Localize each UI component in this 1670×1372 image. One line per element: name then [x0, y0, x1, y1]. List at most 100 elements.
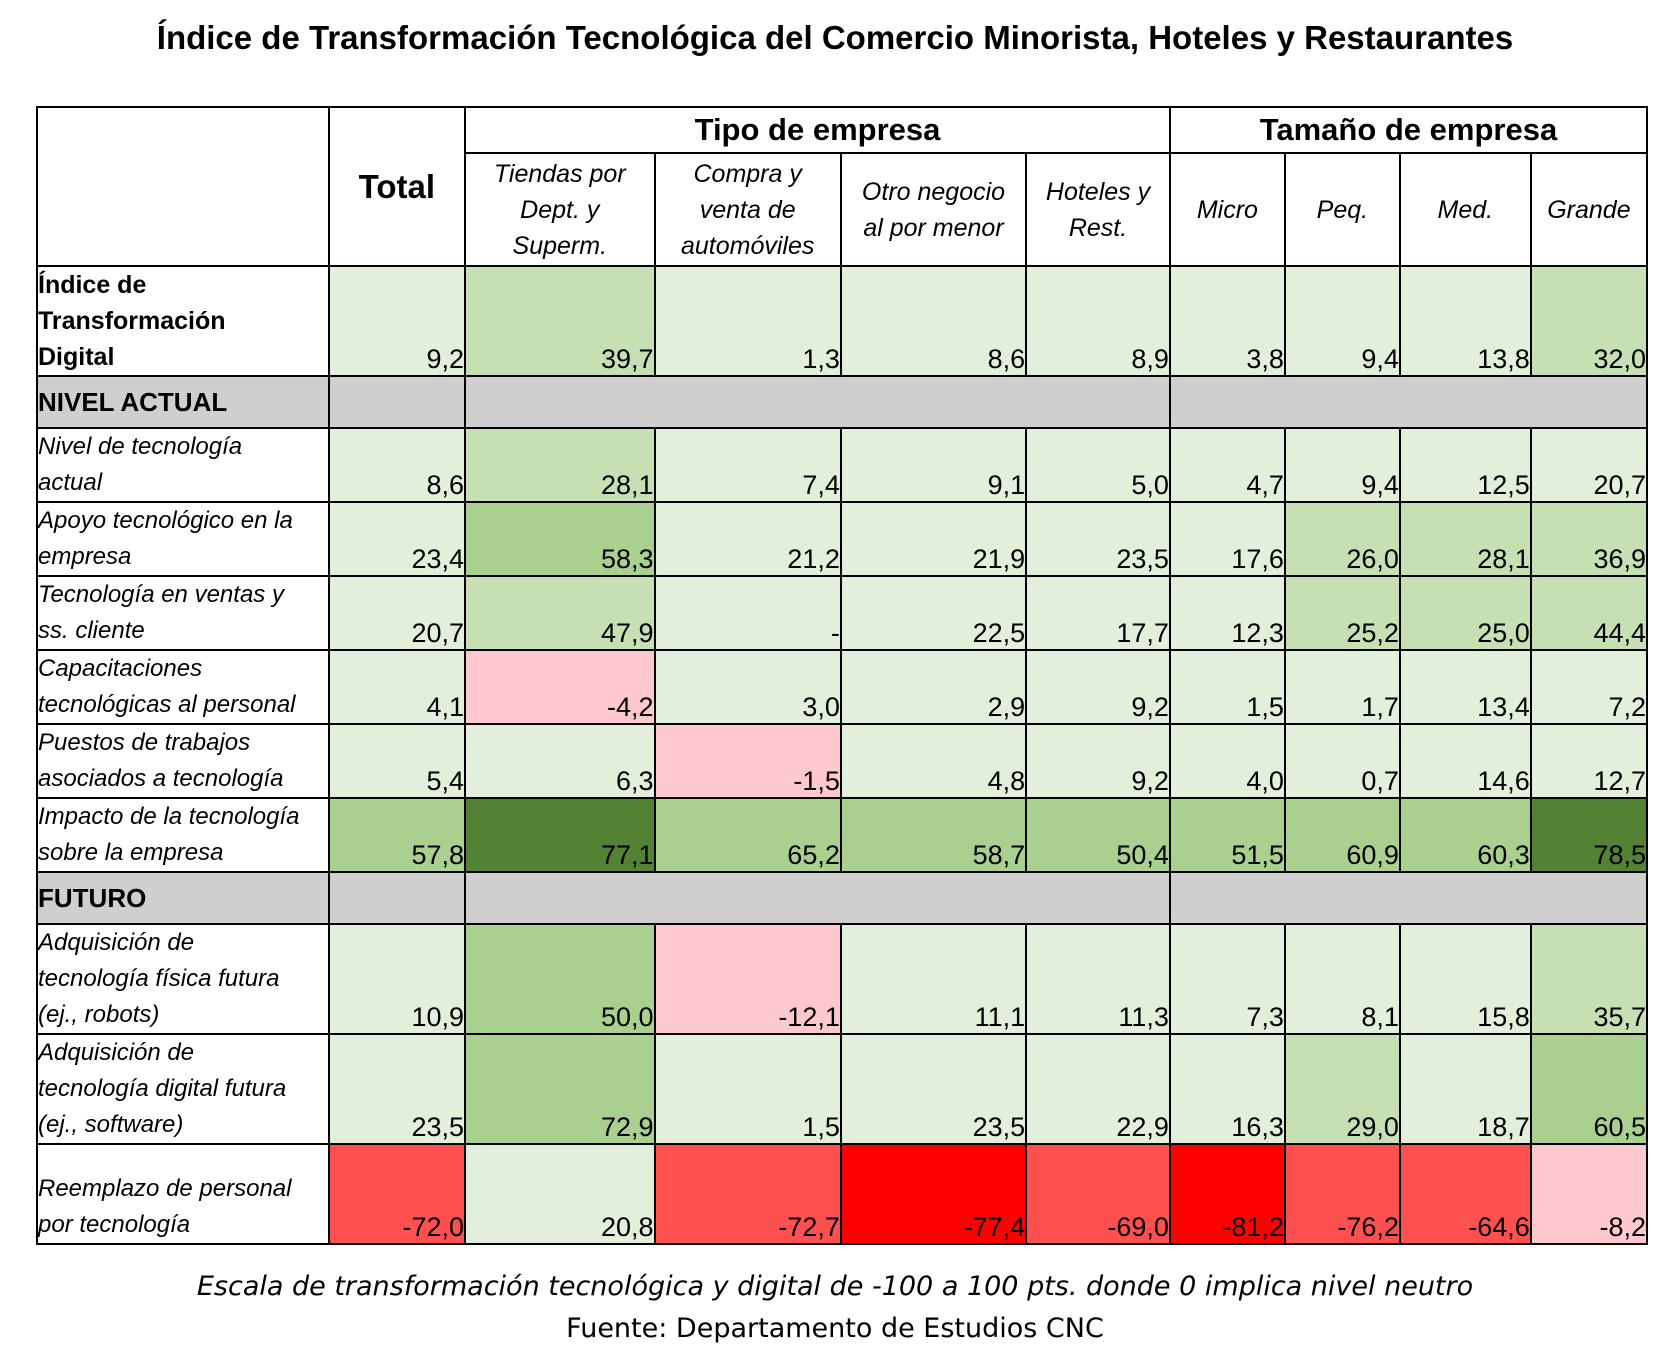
value-cell: 58,7	[839, 797, 1028, 873]
table-row: Nivel de tecnología actual 8,6 28,1 7,4 9,1 5,…	[36, 427, 1649, 503]
table-row: Adquisición de tecnología digital futura (…	[36, 1033, 1649, 1145]
value-cell: 14,6	[1398, 723, 1532, 799]
value-cell: 20,8	[464, 1143, 656, 1245]
value-cell: 8,6	[839, 265, 1028, 377]
value-cell: 12,3	[1168, 575, 1286, 651]
value-cell: 15,8	[1398, 923, 1532, 1035]
row-label: Impacto de la tecnología sobre la empresa	[36, 797, 330, 873]
column-header: Med.	[1398, 152, 1532, 267]
row-label-line: Adquisición de	[38, 1039, 195, 1066]
value-cell: 5,0	[1025, 427, 1171, 503]
row-label-line: Apoyo tecnológico en la	[38, 507, 293, 534]
value-cell: 9,1	[839, 427, 1028, 503]
column-header: Compra y venta de automóviles	[653, 152, 842, 267]
row-label-line: sobre la empresa	[38, 839, 224, 866]
value-cell: 47,9	[464, 575, 656, 651]
value-cell: 25,2	[1283, 575, 1401, 651]
column-header-line: Superm.	[512, 231, 608, 260]
row-label-line: Adquisición de	[38, 929, 195, 956]
value-cell: 1,7	[1283, 649, 1401, 725]
value-cell: 8,6	[327, 427, 467, 503]
row-label-line: asociados a tecnología	[38, 765, 284, 792]
value-cell: 13,8	[1398, 265, 1532, 377]
row-label-line: Transformación	[38, 307, 226, 335]
row-label-line: Capacitaciones	[38, 655, 203, 682]
table-body: Índice de Transformación Digital 9,2 39,7 1,3…	[36, 265, 1649, 1245]
value-cell: 1,5	[653, 1033, 842, 1145]
section-label: NIVEL ACTUAL	[36, 375, 330, 429]
table-row: Reemplazo de personal por tecnología -72,0…	[36, 1143, 1649, 1245]
table-row: Tecnología en ventas y ss. cliente 20,7 47,…	[36, 575, 1649, 651]
row-label-line: Puestos de trabajos	[38, 729, 251, 756]
column-header: Otro negocio al por menor	[839, 152, 1028, 267]
value-cell: 1,3	[653, 265, 842, 377]
row-label: Tecnología en ventas y ss. cliente	[36, 575, 330, 651]
row-label: Nivel de tecnología actual	[36, 427, 330, 503]
column-header-line: Rest.	[1068, 213, 1128, 242]
value-cell: 20,7	[1529, 427, 1649, 503]
value-cell: 20,7	[327, 575, 467, 651]
column-header-line: Grande	[1547, 195, 1631, 224]
column-header-line: Otro negocio	[861, 177, 1006, 206]
value-cell: 60,9	[1283, 797, 1401, 873]
value-cell: 44,4	[1529, 575, 1649, 651]
value-cell: 28,1	[1398, 501, 1532, 577]
value-cell: 8,9	[1025, 265, 1171, 377]
value-cell: 77,1	[464, 797, 656, 873]
value-cell: 17,7	[1025, 575, 1171, 651]
column-header: Hoteles y Rest.	[1025, 152, 1171, 267]
value-cell: 50,0	[464, 923, 656, 1035]
column-header-line: Compra y	[693, 159, 802, 188]
value-cell: 57,8	[327, 797, 467, 873]
value-cell: -	[653, 575, 842, 651]
value-cell: 9,2	[1025, 649, 1171, 725]
value-cell: 23,5	[839, 1033, 1028, 1145]
source-note: Fuente: Departamento de Estudios CNC	[566, 1313, 1104, 1344]
row-label: Puestos de trabajos asociados a tecnologí…	[36, 723, 330, 799]
header-corner	[36, 106, 330, 267]
column-header: Tiendas por Dept. y Superm.	[464, 152, 656, 267]
row-label-line: ss. cliente	[38, 617, 145, 644]
column-header-line: Med.	[1437, 195, 1494, 224]
value-cell: 65,2	[653, 797, 842, 873]
value-cell: 58,3	[464, 501, 656, 577]
row-label-line: (ej., robots)	[38, 1001, 160, 1028]
column-header-line: Micro	[1196, 195, 1258, 224]
value-cell: 13,4	[1398, 649, 1532, 725]
value-cell: 36,9	[1529, 501, 1649, 577]
section-row: FUTURO	[36, 871, 1649, 925]
value-cell: 4,8	[839, 723, 1028, 799]
value-cell: 9,4	[1283, 265, 1401, 377]
value-cell: 11,1	[839, 923, 1028, 1035]
row-label: Reemplazo de personal por tecnología	[36, 1143, 330, 1245]
scale-note: Escala de transformación tecnológica y d…	[196, 1271, 1474, 1302]
value-cell: 32,0	[1529, 265, 1649, 377]
row-label-line: tecnología física futura	[38, 965, 280, 992]
row-label-line: por tecnología	[38, 1211, 191, 1238]
value-cell: 12,7	[1529, 723, 1649, 799]
value-cell: -72,7	[653, 1143, 842, 1245]
column-header: Grande	[1529, 152, 1649, 267]
value-cell: 21,9	[839, 501, 1028, 577]
row-label-line: Impacto de la tecnología	[38, 803, 300, 830]
row-label-line: tecnología digital futura	[38, 1075, 287, 1102]
section-blank-tamano	[1168, 871, 1649, 925]
row-label-line: Nivel de tecnología	[38, 433, 243, 460]
row-label-line: tecnológicas al personal	[38, 691, 296, 718]
value-cell: 39,7	[464, 265, 656, 377]
value-cell: 11,3	[1025, 923, 1171, 1035]
value-cell: 25,0	[1398, 575, 1532, 651]
value-cell: -64,6	[1398, 1143, 1532, 1245]
value-cell: 21,2	[653, 501, 842, 577]
column-header-line: automóviles	[680, 231, 815, 260]
value-cell: 2,9	[839, 649, 1028, 725]
value-cell: 51,5	[1168, 797, 1286, 873]
value-cell: 17,6	[1168, 501, 1286, 577]
header-total: Total	[327, 106, 467, 267]
value-cell: 50,4	[1025, 797, 1171, 873]
subheader-row: Tiendas por Dept. y Superm. Compra y venta d…	[37, 152, 1649, 267]
value-cell: 16,3	[1168, 1033, 1286, 1145]
value-cell: 26,0	[1283, 501, 1401, 577]
value-cell: 7,3	[1168, 923, 1286, 1035]
value-cell: -77,4	[839, 1143, 1028, 1245]
